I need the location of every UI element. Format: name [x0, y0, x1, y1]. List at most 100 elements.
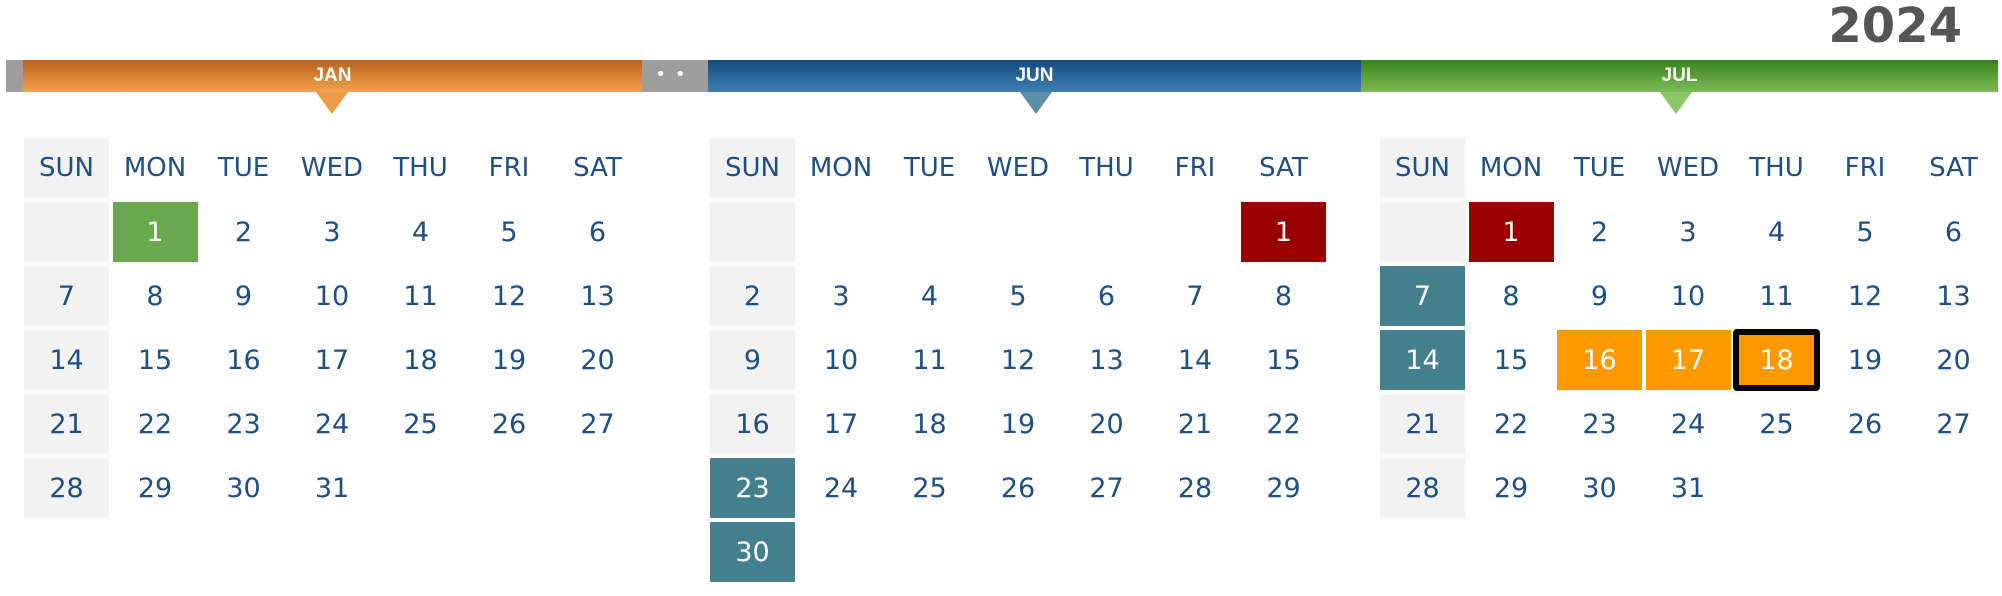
day-cell[interactable]: 25	[1759, 408, 1794, 440]
day-cell[interactable]: 11	[403, 280, 438, 312]
day-cell[interactable]: 22	[137, 408, 173, 440]
day-cell[interactable]: 13	[580, 280, 615, 312]
day-cell[interactable]: 5	[1856, 216, 1874, 248]
day-cell[interactable]: 16	[1557, 330, 1642, 390]
day-cell[interactable]: 24	[823, 472, 859, 504]
day-cell[interactable]: 6	[1097, 280, 1116, 312]
day-cell[interactable]: 9	[710, 330, 795, 390]
day-cell[interactable]: 23	[226, 408, 261, 440]
day-cell[interactable]: 6	[588, 216, 607, 248]
day-cell[interactable]: 16	[226, 344, 261, 376]
day-cell[interactable]: 20	[1089, 408, 1124, 440]
day-cell[interactable]: 31	[1670, 472, 1706, 504]
day-cell[interactable]: 28	[24, 458, 109, 518]
day-cell[interactable]: 21	[1380, 394, 1465, 454]
day-cell[interactable]: 7	[24, 266, 109, 326]
day-cell[interactable]: 18	[403, 344, 438, 376]
day-cell[interactable]: 27	[1089, 472, 1124, 504]
day-cell[interactable]: 17	[823, 408, 859, 440]
day-cell[interactable]: 16	[710, 394, 795, 454]
day-cell[interactable]: 8	[1502, 280, 1520, 312]
day-cell[interactable]: 29	[137, 472, 173, 504]
day-cell[interactable]: 4	[1767, 216, 1786, 248]
day-cell[interactable]: 2	[234, 216, 253, 248]
day-cell[interactable]: 7	[1380, 266, 1465, 326]
day-cell[interactable]: 30	[226, 472, 261, 504]
day-cell[interactable]: 12	[491, 280, 527, 312]
timeline-month-jun[interactable]: JUN	[708, 60, 1361, 92]
day-cell[interactable]: 15	[1266, 344, 1301, 376]
day-cell[interactable]: 4	[920, 280, 939, 312]
day-cell[interactable]: 23	[1582, 408, 1617, 440]
day-cell[interactable]: 11	[1759, 280, 1794, 312]
day-cell[interactable]: 15	[137, 344, 173, 376]
day-cell[interactable]: 28	[1380, 458, 1465, 518]
day-cell[interactable]: 25	[403, 408, 438, 440]
day-cell[interactable]: 3	[323, 216, 341, 248]
day-cell[interactable]: 21	[1177, 408, 1213, 440]
weekday-header: WED	[1656, 153, 1720, 183]
day-cell[interactable]: 13	[1936, 280, 1971, 312]
day-cell[interactable]: 28	[1177, 472, 1213, 504]
day-cell[interactable]: 25	[912, 472, 947, 504]
weekday-header: TUE	[1573, 153, 1626, 183]
day-cell[interactable]: 27	[1936, 408, 1971, 440]
day-cell[interactable]: 22	[1266, 408, 1301, 440]
day-cell[interactable]: 5	[500, 216, 518, 248]
day-cell[interactable]: 29	[1493, 472, 1529, 504]
day-cell[interactable]: 2	[1590, 216, 1609, 248]
day-cell[interactable]: 17	[1645, 330, 1731, 390]
day-cell[interactable]: 19	[1000, 408, 1036, 440]
day-cell[interactable]: 20	[580, 344, 615, 376]
day-cell[interactable]: 24	[1670, 408, 1706, 440]
day-cell[interactable]: 17	[314, 344, 350, 376]
day-cell[interactable]: 22	[1493, 408, 1529, 440]
day-cell[interactable]: 11	[912, 344, 947, 376]
day-cell[interactable]: 18	[912, 408, 947, 440]
day-cell[interactable]: 26	[1000, 472, 1036, 504]
day-cell[interactable]: 14	[1177, 344, 1213, 376]
day-cell[interactable]: 14	[1380, 330, 1465, 390]
timeline-gap-segment[interactable]: ••	[642, 60, 708, 92]
day-cell[interactable]: 27	[580, 408, 615, 440]
day-cell[interactable]: 1	[1468, 202, 1554, 262]
day-cell[interactable]: 1	[112, 202, 198, 262]
day-cell[interactable]: 3	[1679, 216, 1697, 248]
empty-day-cell	[799, 202, 884, 262]
day-cell-selected[interactable]: 18	[1733, 329, 1820, 391]
day-cell[interactable]: 31	[314, 472, 350, 504]
day-cell[interactable]: 14	[24, 330, 109, 390]
day-cell[interactable]: 19	[1847, 344, 1883, 376]
day-cell[interactable]: 21	[24, 394, 109, 454]
timeline-month-jan[interactable]: JAN	[23, 60, 642, 92]
day-cell[interactable]: 13	[1089, 344, 1124, 376]
day-cell[interactable]: 7	[1186, 280, 1204, 312]
day-cell[interactable]: 12	[1847, 280, 1883, 312]
day-cell[interactable]: 23	[710, 458, 795, 518]
month-pointer-icon-jun	[1020, 92, 1052, 114]
day-cell[interactable]: 10	[314, 280, 350, 312]
day-cell[interactable]: 24	[314, 408, 350, 440]
day-cell[interactable]: 30	[710, 522, 795, 582]
day-cell[interactable]: 30	[1582, 472, 1617, 504]
day-cell[interactable]: 5	[1009, 280, 1027, 312]
day-cell[interactable]: 19	[491, 344, 527, 376]
day-cell[interactable]: 12	[1000, 344, 1036, 376]
day-cell[interactable]: 15	[1493, 344, 1529, 376]
day-cell[interactable]: 26	[491, 408, 527, 440]
day-cell[interactable]: 9	[234, 280, 253, 312]
day-cell[interactable]: 1	[1241, 202, 1326, 262]
day-cell[interactable]: 26	[1847, 408, 1883, 440]
day-cell[interactable]: 10	[823, 344, 859, 376]
day-cell[interactable]: 3	[832, 280, 850, 312]
day-cell[interactable]: 10	[1670, 280, 1706, 312]
day-cell[interactable]: 20	[1936, 344, 1971, 376]
day-cell[interactable]: 9	[1590, 280, 1609, 312]
day-cell[interactable]: 4	[411, 216, 430, 248]
day-cell[interactable]: 2	[710, 266, 795, 326]
day-cell[interactable]: 29	[1266, 472, 1301, 504]
day-cell[interactable]: 6	[1944, 216, 1963, 248]
day-cell[interactable]: 8	[146, 280, 164, 312]
day-cell[interactable]: 8	[1274, 280, 1293, 312]
timeline-month-jul[interactable]: JUL	[1361, 60, 1998, 92]
